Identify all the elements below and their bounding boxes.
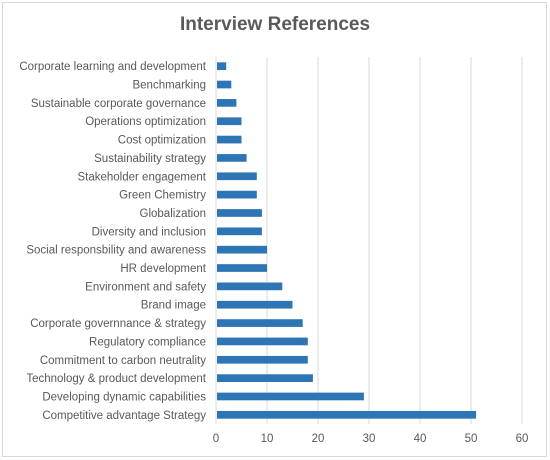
category-label: Sustainable corporate governance — [31, 98, 206, 110]
category-label: Commitment to carbon neutrality — [40, 355, 206, 367]
bar — [217, 154, 247, 162]
bar — [217, 319, 303, 327]
bar — [217, 245, 267, 254]
category-label: Sustainability strategy — [94, 153, 206, 165]
bar — [217, 410, 477, 419]
category-label: Regulatory compliance — [89, 336, 206, 348]
bar — [217, 300, 293, 309]
bar — [217, 135, 242, 144]
category-label: Corporate learning and development — [19, 61, 206, 73]
category-label: Brand image — [141, 300, 206, 312]
category-label: Green Chemistry — [119, 190, 206, 202]
category-label: Operations optimization — [85, 116, 206, 128]
bar — [217, 264, 267, 272]
bar — [217, 355, 308, 364]
x-tick-label: 30 — [363, 433, 376, 445]
category-label: HR development — [120, 263, 206, 275]
category-label: Cost optimization — [118, 135, 206, 147]
x-tick-label: 60 — [516, 433, 529, 445]
x-tick-label: 20 — [312, 433, 325, 445]
category-label: Stakeholder engagement — [77, 171, 206, 183]
bar — [217, 99, 237, 107]
category-label: Developing dynamic capabilities — [42, 391, 206, 403]
bar — [217, 117, 242, 126]
chart-title: Interview References — [179, 14, 371, 35]
bar — [217, 392, 364, 401]
category-label: Competitive advantage Strategy — [42, 410, 206, 422]
x-tick-label: 50 — [465, 433, 478, 445]
bar — [217, 227, 262, 236]
bar — [217, 172, 257, 181]
category-label: Corporate governnance & strategy — [30, 318, 206, 330]
category-label: Social responsbility and awareness — [26, 245, 206, 257]
bar — [217, 282, 283, 291]
category-label: Globalization — [140, 208, 206, 220]
x-tick-label: 0 — [213, 433, 219, 445]
bar — [217, 209, 262, 217]
bar — [217, 62, 227, 71]
x-tick-label: 40 — [414, 433, 427, 445]
bar — [217, 80, 232, 89]
category-label: Technology & product development — [26, 373, 206, 385]
category-label: Diversity and inclusion — [92, 226, 206, 238]
bar — [217, 190, 257, 199]
category-label: Environment and safety — [85, 281, 206, 293]
x-tick-label: 10 — [261, 433, 274, 445]
bar — [217, 337, 308, 346]
bar — [217, 374, 313, 382]
category-label: Benchmarking — [132, 80, 206, 92]
